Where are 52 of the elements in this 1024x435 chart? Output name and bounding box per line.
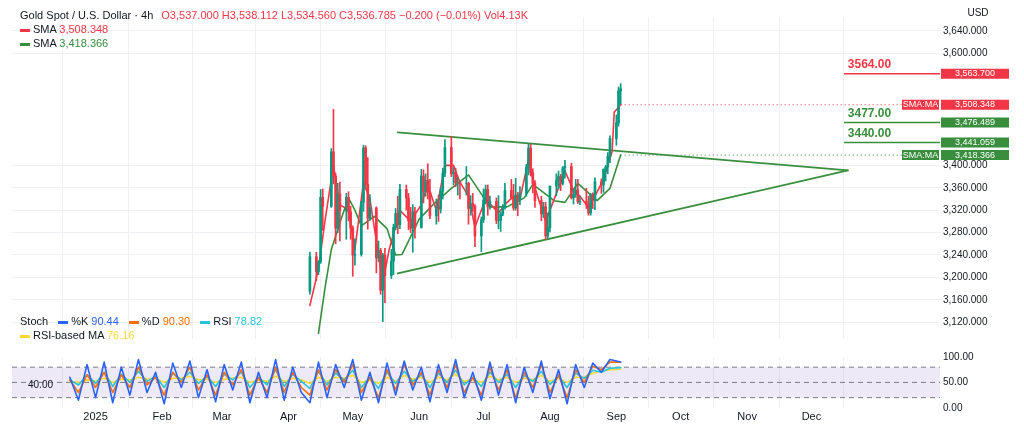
y-tick-label: 3,160.000 (943, 293, 988, 305)
text: 3,418.366 (954, 149, 996, 160)
legend-label: SMA (33, 23, 57, 35)
legend-label: RSI (213, 315, 232, 327)
x-tick-label: Apr (279, 410, 298, 423)
y-tick-label: 3,280.000 (943, 226, 988, 238)
annotation: 90.44 (91, 315, 119, 327)
y-axis-title: USD (967, 6, 989, 18)
x-tick-label: Sep (606, 410, 627, 423)
ref-line-label: 3,441.059 (954, 136, 996, 147)
x-tick-label: Mar (212, 410, 232, 423)
annotation: 3,418.366 (59, 37, 109, 49)
y-tick-label: 100.00 (943, 350, 975, 362)
annotation: SMA:MA (902, 149, 939, 160)
chart-title: Gold Spot / U.S. Dollar · 4h (20, 9, 154, 21)
y-tick-label: 3,120.000 (943, 315, 988, 327)
annotation: 78.82 (234, 315, 263, 327)
annotation: 3564.00 (847, 56, 892, 71)
annotation: 3440.00 (847, 126, 892, 141)
y-tick-label: 3,320.000 (943, 203, 988, 215)
ref-line-label: 3,476.489 (954, 117, 996, 128)
annotation: 3477.00 (847, 105, 892, 120)
legend-label: %K (71, 315, 89, 327)
x-tick-label: Jun (410, 410, 429, 423)
x-tick-label: Oct (672, 410, 690, 423)
annotation: SMA:MA (902, 99, 939, 110)
x-tick-label: May (342, 410, 364, 423)
y-tick-label: 0.00 (943, 401, 963, 413)
y-tick-label: 3,200.000 (943, 271, 988, 283)
y-tick-label: 3,600.000 (943, 47, 988, 59)
ref-line-label: 3,563.700 (954, 68, 996, 79)
chart-title: Stoch (20, 314, 49, 328)
legend-label: SMA (33, 37, 57, 49)
annotation: 3,508.348 (59, 23, 109, 35)
text: 3,508.348 (954, 99, 996, 110)
x-tick-label: 2025 (83, 410, 108, 423)
x-tick-label: Jul (476, 410, 491, 423)
y-tick-label: 3,640.000 (943, 24, 988, 36)
y-tick-label: 3,360.000 (943, 181, 988, 193)
chart-subtitle: O3,537.000 H3,538.112 L3,534.560 C3,536.785 −0.200 (−0.01%) Vol4.13K (161, 9, 529, 21)
annotation: 40.00 (28, 378, 54, 390)
annotation: 90.30 (162, 315, 191, 327)
y-tick-label: 3,240.000 (943, 248, 988, 260)
y-tick-label: 3,400.000 (943, 159, 988, 171)
annotation: 76.16 (106, 329, 135, 341)
legend-label: %D (141, 315, 160, 327)
x-tick-label: Nov (737, 410, 758, 423)
x-tick-label: Feb (152, 410, 172, 423)
y-tick-label: 50.00 (943, 376, 969, 388)
x-tick-label: Aug (540, 410, 560, 423)
x-tick-label: Dec (801, 410, 822, 423)
legend-label: RSI-based MA (33, 329, 104, 341)
